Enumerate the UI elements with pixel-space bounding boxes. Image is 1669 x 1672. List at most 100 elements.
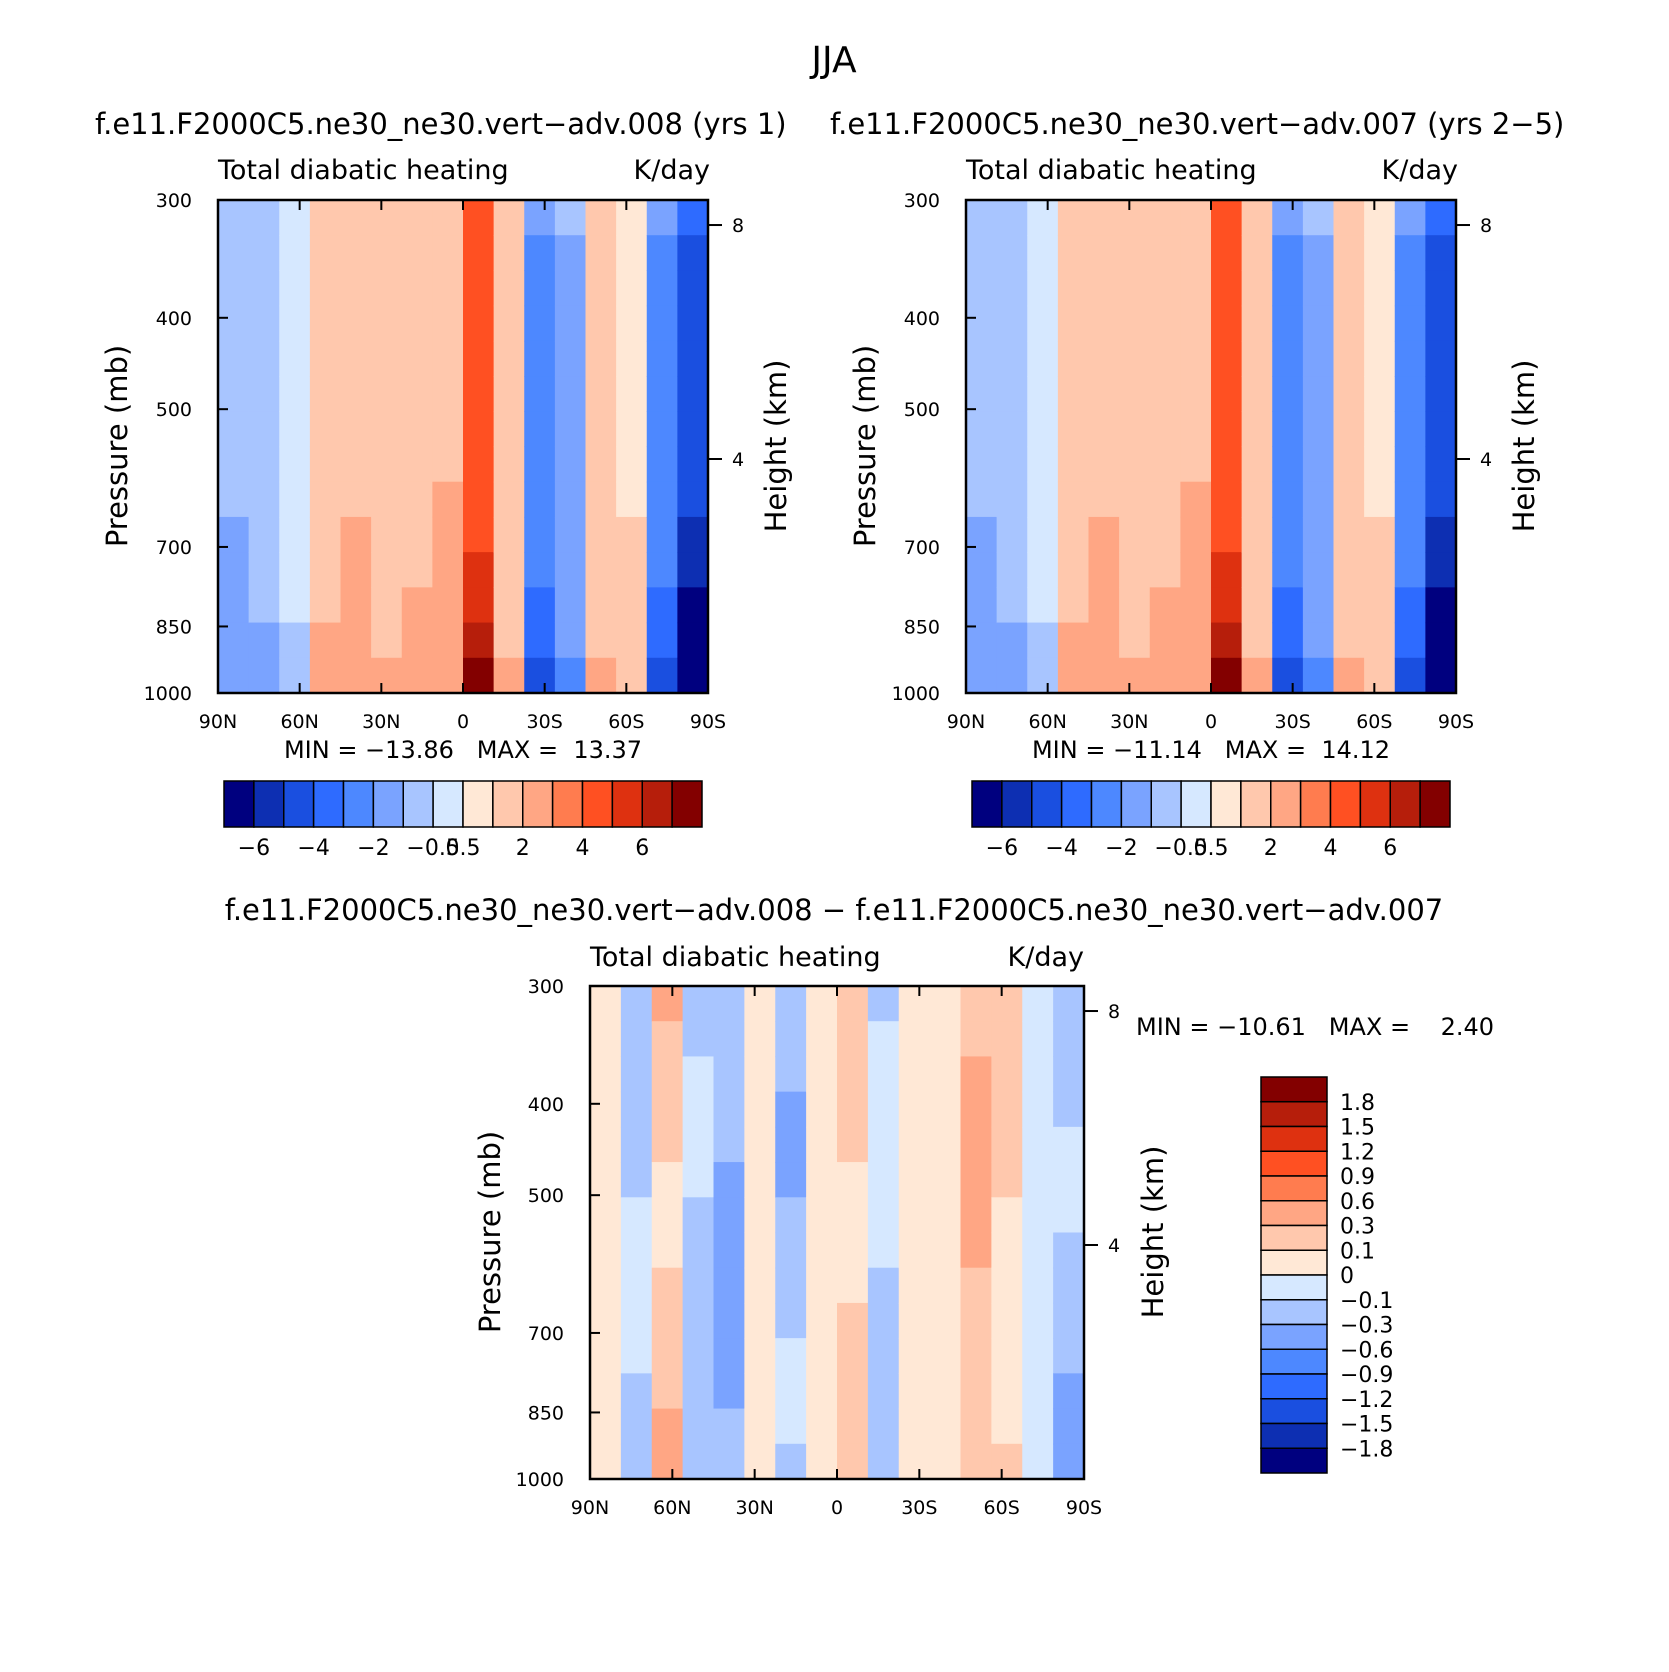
field-cell	[1022, 986, 1054, 1022]
field-cell	[744, 1091, 776, 1128]
field-cell	[1022, 1021, 1054, 1058]
field-cell	[1088, 270, 1120, 307]
field-cell	[1088, 411, 1120, 448]
field-cell	[1425, 446, 1457, 483]
field-cell	[1022, 1197, 1054, 1234]
colorbar-swatch	[402, 780, 434, 828]
field-cell	[1272, 305, 1304, 342]
colorbar-swatch	[283, 780, 315, 828]
field-cell	[960, 986, 992, 1022]
field-cell	[867, 1338, 900, 1374]
field-cell	[1394, 657, 1426, 694]
field-cell	[432, 411, 464, 448]
field-cell	[996, 587, 1028, 624]
colorbar-label: −0.9	[1340, 1363, 1393, 1388]
panel-2-axes: 90N 60N 30N 0 30S 60S 90S 300 400 500 700 850 1000 8 4	[892, 190, 1492, 733]
field-cell	[554, 657, 587, 694]
field-cell	[1119, 340, 1151, 377]
field-cell	[1241, 657, 1273, 694]
colorbar-label: −2	[1105, 836, 1137, 861]
field-cell	[1241, 376, 1273, 412]
field-cell	[646, 657, 678, 694]
field-cell	[1119, 622, 1151, 659]
field-cell	[401, 235, 433, 272]
field-cell	[867, 1162, 900, 1198]
field-cell	[524, 340, 556, 377]
colorbar-swatch	[971, 780, 1003, 828]
field-cell	[493, 552, 525, 588]
field-cell	[616, 235, 648, 272]
field-cell	[616, 376, 648, 412]
colorbar-swatch	[671, 780, 703, 828]
field-cell	[1057, 200, 1090, 236]
field-cell	[218, 657, 250, 694]
field-cell	[651, 1443, 684, 1480]
colorbar-label: −4	[1045, 836, 1077, 861]
field-cell	[1302, 657, 1335, 694]
field-cell	[218, 270, 250, 307]
field-cell	[616, 657, 648, 694]
colorbar-swatch	[1260, 1101, 1328, 1128]
field-cell	[1053, 1056, 1085, 1093]
field-cell	[1180, 411, 1212, 448]
field-cell	[1022, 1126, 1054, 1163]
colorbar-swatch	[1260, 1175, 1328, 1202]
field-cell	[960, 1126, 992, 1163]
field-cell	[401, 552, 433, 588]
field-cell	[991, 1267, 1023, 1304]
field-cell	[1425, 622, 1457, 659]
field-cell	[1272, 200, 1304, 236]
field-cell	[744, 1443, 776, 1480]
panel-2-left-string: Total diabatic heating	[965, 155, 1257, 186]
field-cell	[432, 481, 464, 518]
field-cell	[837, 1302, 869, 1339]
field-cell	[1302, 587, 1335, 624]
field-cell	[309, 481, 342, 518]
field-cell	[898, 1373, 931, 1410]
field-cell	[837, 1162, 869, 1198]
field-cell	[1088, 622, 1120, 659]
field-cell	[554, 376, 587, 412]
x-tick-label: 30S	[901, 1497, 937, 1519]
field-cell	[585, 200, 617, 236]
field-cell	[590, 1056, 622, 1093]
field-cell	[682, 1162, 715, 1198]
y-tick-label: 500	[528, 1185, 564, 1207]
field-cell	[867, 1302, 900, 1339]
field-cell	[371, 481, 403, 518]
field-cell	[677, 516, 709, 553]
field-cell	[996, 200, 1028, 236]
field-cell	[1022, 1091, 1054, 1128]
field-cell	[1302, 340, 1335, 377]
field-cell	[1027, 552, 1059, 588]
field-cell	[996, 376, 1028, 412]
field-cell	[432, 376, 464, 412]
field-cell	[646, 516, 678, 553]
field-cell	[682, 986, 715, 1022]
field-cell	[1180, 622, 1212, 659]
field-cell	[775, 1338, 807, 1374]
field-cell	[463, 235, 495, 272]
field-cell	[1394, 340, 1426, 377]
field-cell	[279, 481, 311, 518]
field-cell	[432, 552, 464, 588]
panel-2: f.e11.F2000C5.ne30_ne30.vert−adv.007 (yr…	[830, 107, 1564, 861]
field-cell	[867, 1373, 900, 1410]
field-cell	[1053, 1373, 1085, 1410]
field-cell	[1211, 235, 1243, 272]
field-cell	[646, 587, 678, 624]
field-cell	[1057, 657, 1090, 694]
field-cell	[682, 1408, 715, 1445]
field-cell	[744, 1197, 776, 1234]
field-cell	[1057, 270, 1090, 307]
field-cell	[1241, 305, 1273, 342]
field-cell	[585, 481, 617, 518]
field-cell	[806, 1162, 838, 1198]
field-cell	[991, 1443, 1023, 1480]
field-cell	[218, 235, 250, 272]
colorbar-label: 0.9	[1340, 1165, 1375, 1190]
field-cell	[620, 1056, 653, 1093]
field-cell	[279, 411, 311, 448]
field-cell	[279, 376, 311, 412]
field-cell	[585, 376, 617, 412]
